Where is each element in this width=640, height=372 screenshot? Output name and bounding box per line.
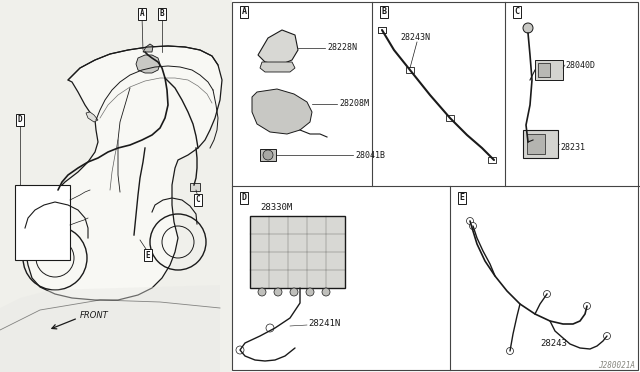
Circle shape xyxy=(236,346,244,354)
Circle shape xyxy=(467,218,474,224)
Circle shape xyxy=(263,150,273,160)
Bar xyxy=(535,60,563,80)
Text: A: A xyxy=(241,7,246,16)
Circle shape xyxy=(604,333,611,340)
Text: FRONT: FRONT xyxy=(80,311,109,321)
Polygon shape xyxy=(260,62,295,72)
Text: C: C xyxy=(196,196,200,205)
Circle shape xyxy=(470,222,477,230)
Polygon shape xyxy=(258,30,298,65)
Circle shape xyxy=(523,23,533,33)
Bar xyxy=(232,2,638,370)
Text: A: A xyxy=(140,10,144,19)
Bar xyxy=(190,183,200,191)
Text: B: B xyxy=(381,7,387,16)
Text: B: B xyxy=(160,10,164,19)
Text: 28208M: 28208M xyxy=(339,99,369,109)
Circle shape xyxy=(543,291,550,298)
Text: E: E xyxy=(460,193,465,202)
Polygon shape xyxy=(252,89,312,134)
Circle shape xyxy=(306,288,314,296)
Bar xyxy=(406,67,414,73)
Bar xyxy=(260,149,276,161)
Bar xyxy=(527,134,545,154)
Text: E: E xyxy=(146,250,150,260)
Polygon shape xyxy=(143,44,153,52)
Text: 28041B: 28041B xyxy=(355,151,385,160)
Text: 28243: 28243 xyxy=(540,340,567,349)
Polygon shape xyxy=(0,285,220,372)
Text: 28330M: 28330M xyxy=(260,203,292,212)
Bar xyxy=(523,130,558,158)
Text: 28040D: 28040D xyxy=(565,61,595,70)
Text: 28241N: 28241N xyxy=(308,318,340,327)
Polygon shape xyxy=(25,46,222,300)
Bar xyxy=(15,185,70,260)
Text: 28231: 28231 xyxy=(560,144,585,153)
Bar xyxy=(250,216,345,288)
Circle shape xyxy=(322,288,330,296)
Bar xyxy=(378,27,386,33)
Text: 28228N: 28228N xyxy=(327,44,357,52)
Bar xyxy=(378,27,386,33)
Circle shape xyxy=(584,302,591,310)
Circle shape xyxy=(266,324,274,332)
Circle shape xyxy=(258,288,266,296)
Text: D: D xyxy=(18,115,22,125)
Circle shape xyxy=(290,288,298,296)
Bar xyxy=(538,63,550,77)
Bar xyxy=(232,0,640,372)
Polygon shape xyxy=(136,55,160,73)
Text: D: D xyxy=(241,193,246,202)
Bar xyxy=(446,115,454,121)
Text: J280021A: J280021A xyxy=(598,360,635,369)
Text: C: C xyxy=(515,7,520,16)
Circle shape xyxy=(506,347,513,355)
Polygon shape xyxy=(86,112,98,122)
Circle shape xyxy=(274,288,282,296)
Bar xyxy=(488,157,496,163)
Text: 28243N: 28243N xyxy=(400,33,430,42)
